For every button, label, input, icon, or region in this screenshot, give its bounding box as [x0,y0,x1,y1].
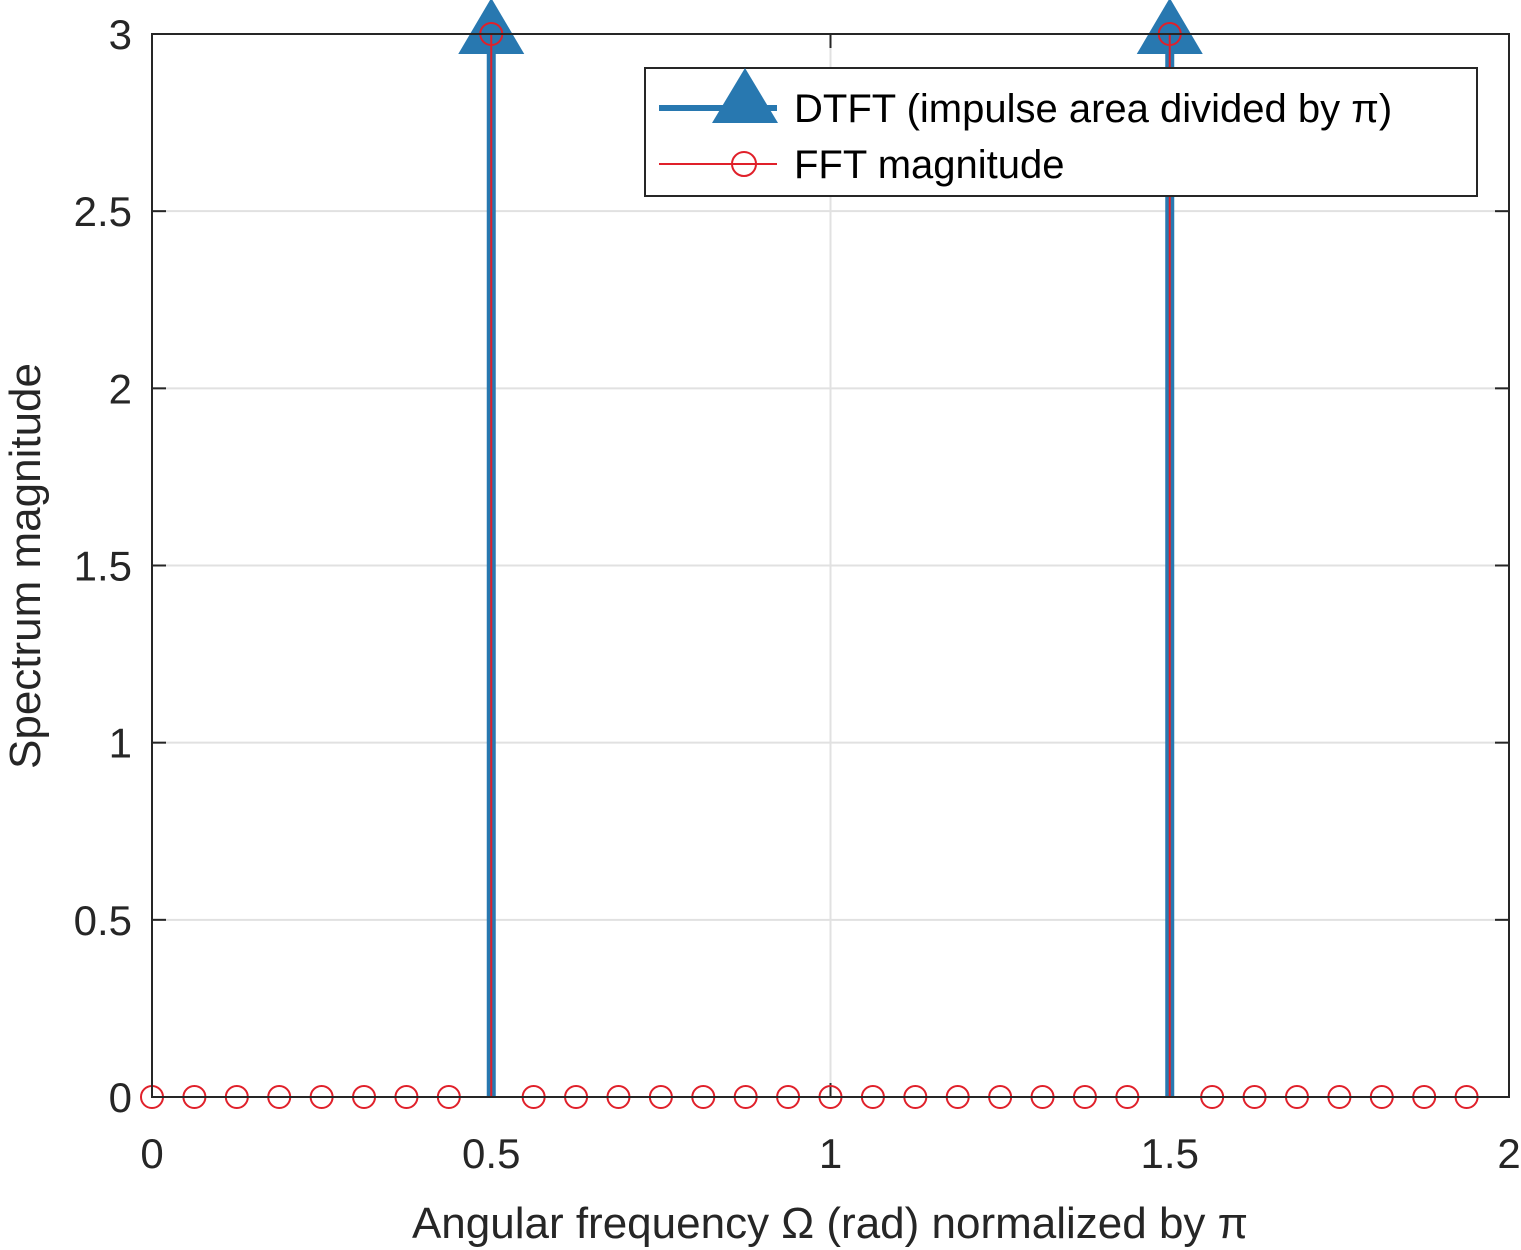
y-tick-label: 0 [109,1074,132,1121]
y-tick-label: 2.5 [74,188,132,235]
y-axis-label: Spectrum magnitude [1,363,50,769]
dtft-marker [458,0,525,54]
legend-dtft-marker [712,68,778,123]
y-tick-label: 1.5 [74,543,132,590]
y-tick-label: 2 [109,365,132,412]
x-axis-label: Angular frequency Ω (rad) normalized by … [412,1199,1248,1248]
legend: DTFT (impulse area divided by π) FFT mag… [644,67,1478,197]
y-tick-label: 1 [109,720,132,767]
x-tick-label: 1.5 [1141,1130,1199,1177]
y-tick-label: 3 [109,11,132,58]
x-tick-label: 1 [819,1130,842,1177]
axes-box [151,33,1510,1098]
data-marks [140,0,1479,1109]
legend-fft-marker [731,151,757,177]
legend-box [644,67,1478,197]
x-tick-label: 2 [1497,1130,1520,1177]
x-tick-label: 0.5 [462,1130,520,1177]
x-tick-label: 0 [140,1130,163,1177]
tick-labels: 0 0.5 1 1.5 2 0 0.5 1 1.5 2 2.5 3 [74,11,1521,1177]
y-tick-label: 0.5 [74,897,132,944]
legend-fft-label: FFT magnitude [794,143,1065,187]
dtft-marker [1136,0,1203,54]
legend-dtft-label: DTFT (impulse area divided by π) [794,87,1392,131]
